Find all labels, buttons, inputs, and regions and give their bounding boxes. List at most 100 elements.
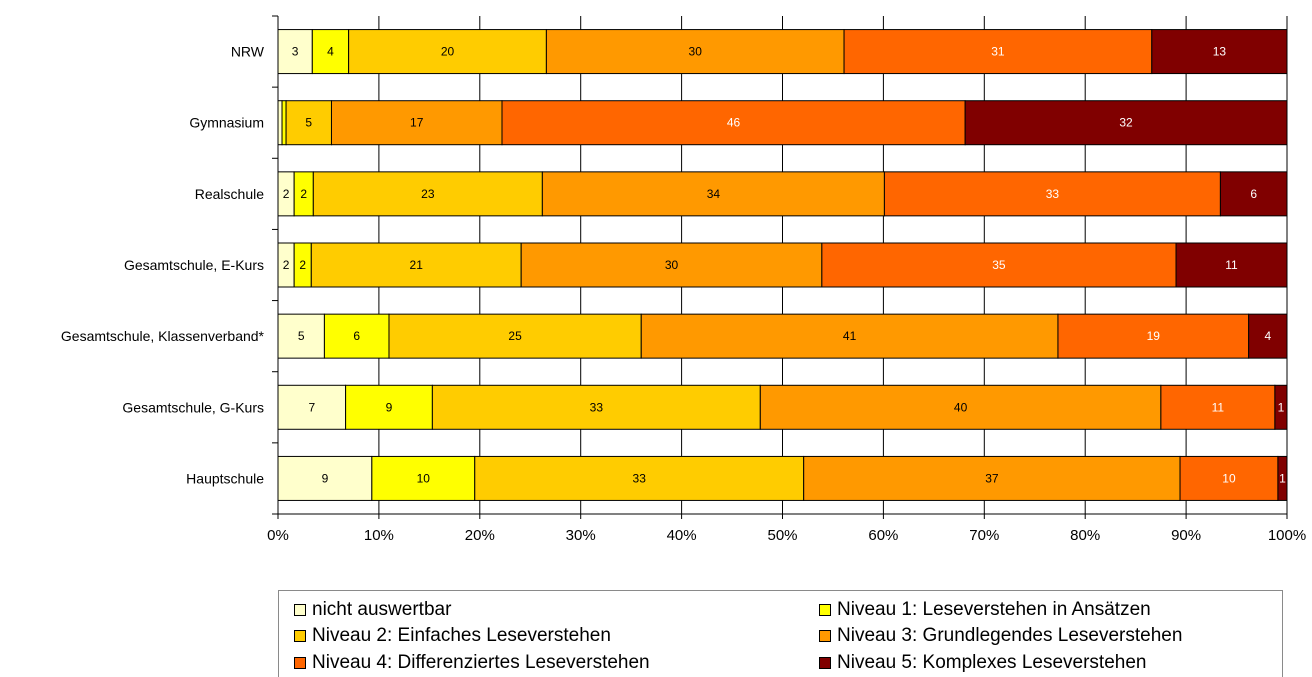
data-label: 11: [1212, 400, 1225, 414]
legend-label-niveau-5: Niveau 5: Komplexes Leseverstehen: [837, 652, 1147, 673]
bar-segment: [312, 171, 543, 217]
legend-item-niveau-3: Niveau 3: Grundlegendes Leseverstehen: [819, 625, 1182, 647]
data-label: 10: [417, 471, 431, 485]
data-label: 33: [1046, 187, 1060, 201]
data-label: 30: [665, 258, 679, 272]
x-tick-label: 70%: [969, 527, 999, 544]
bar-segment: [545, 29, 845, 75]
data-label: 13: [1213, 45, 1227, 59]
data-label: 33: [590, 400, 604, 414]
legend-item-niveau-4: Niveau 4: Differenziertes Leseverstehen: [294, 652, 650, 674]
data-label: 9: [386, 400, 393, 414]
data-label: 4: [1264, 329, 1271, 343]
legend-swatch-niveau-1: [819, 604, 831, 616]
legend-item-niveau-5: Niveau 5: Komplexes Leseverstehen: [819, 652, 1146, 674]
bar-segment: [1151, 29, 1288, 75]
category-label: Gesamtschule, E-Kurs: [124, 257, 264, 273]
legend-label-niveau-3: Niveau 3: Grundlegendes Leseverstehen: [837, 625, 1183, 646]
data-label: 6: [1250, 187, 1257, 201]
data-label: 1: [1278, 400, 1285, 414]
data-label: 6: [353, 329, 360, 343]
data-label: 19: [1147, 329, 1161, 343]
data-label: 2: [299, 258, 306, 272]
legend-label-nicht-auswertbar: nicht auswertbar: [312, 599, 452, 620]
bar-segment: [277, 455, 373, 501]
data-label: 1: [1279, 471, 1286, 485]
data-label: 25: [508, 329, 522, 343]
bar-segment: [1219, 171, 1288, 217]
data-label: 31: [991, 45, 1005, 59]
legend-item-nicht-auswertbar: nicht auswertbar: [294, 599, 451, 621]
data-label: 34: [707, 187, 721, 201]
x-tick-label: 40%: [667, 527, 697, 544]
data-label: 11: [1225, 258, 1238, 272]
legend-swatch-niveau-2: [294, 630, 306, 642]
legend-swatch-niveau-3: [819, 630, 831, 642]
bar-segments: 3 4 20 30 31 135 17 46 322 2 23 34 33 62 2 21 30 35 115 6 25…: [277, 29, 1288, 501]
legend-swatch-niveau-4: [294, 657, 306, 669]
data-label: 2: [283, 258, 290, 272]
stacked-bar-chart: 3 4 20 30 31 135 17 46 322 2 23 34 33 62 2 21 30 35 115 6 25…: [61, 15, 1306, 544]
legend-swatch-niveau-5: [819, 657, 831, 669]
bar-segment: [759, 384, 1162, 430]
x-tick-label: 50%: [767, 527, 797, 544]
x-tick-label: 0%: [267, 527, 289, 544]
bar-segment: [821, 242, 1177, 288]
bar-segment: [964, 100, 1288, 146]
bar-segment: [501, 100, 966, 146]
bar-segment: [1057, 313, 1250, 359]
x-tick-label: 60%: [868, 527, 898, 544]
bar-segment: [1248, 313, 1288, 359]
axes: [272, 15, 1288, 519]
data-label: 30: [689, 45, 703, 59]
bar-segment: [311, 29, 350, 75]
bar-segment: [883, 171, 1221, 217]
bar-segment: [1179, 455, 1279, 501]
data-label: 41: [843, 329, 857, 343]
bar-segment: [520, 242, 823, 288]
bar-segment: [1160, 384, 1276, 430]
bar-segment: [474, 455, 805, 501]
x-tick-label: 90%: [1171, 527, 1201, 544]
data-label: 20: [441, 45, 455, 59]
category-label: Hauptschule: [186, 470, 264, 486]
bar-segment: [345, 384, 433, 430]
legend: nicht auswertbar Niveau 1: Leseverstehen…: [278, 590, 1283, 677]
x-tick-label: 20%: [465, 527, 495, 544]
data-label: 46: [727, 116, 741, 130]
bar-segment: [1175, 242, 1288, 288]
legend-label-niveau-1: Niveau 1: Leseverstehen in Ansätzen: [837, 599, 1151, 620]
data-label: 9: [322, 471, 329, 485]
x-tick-label: 80%: [1070, 527, 1100, 544]
category-label: Gesamtschule, G-Kurs: [122, 399, 264, 415]
legend-item-niveau-2: Niveau 2: Einfaches Leseverstehen: [294, 625, 611, 647]
data-label: 40: [954, 400, 968, 414]
legend-label-niveau-4: Niveau 4: Differenziertes Leseverstehen: [312, 652, 650, 673]
x-tick-label: 100%: [1268, 527, 1306, 544]
legend-item-niveau-1: Niveau 1: Leseverstehen in Ansätzen: [819, 599, 1151, 621]
data-label: 17: [410, 116, 424, 130]
data-label: 32: [1119, 116, 1133, 130]
x-tick-label: 30%: [566, 527, 596, 544]
data-label: 37: [985, 471, 999, 485]
legend-label-niveau-2: Niveau 2: Einfaches Leseverstehen: [312, 625, 611, 646]
bar-segment: [310, 242, 522, 288]
data-label: 4: [327, 45, 334, 59]
category-label: Gesamtschule, Klassenverband*: [61, 328, 265, 344]
data-label: 2: [283, 187, 290, 201]
bar-segment: [281, 100, 287, 146]
data-label: 21: [410, 258, 424, 272]
bar-segment: [277, 384, 347, 430]
bar-segment: [330, 100, 503, 146]
data-label: 5: [305, 116, 312, 130]
data-label: 33: [633, 471, 647, 485]
category-label: NRW: [231, 44, 265, 60]
bar-segment: [541, 171, 885, 217]
bar-segment: [843, 29, 1153, 75]
data-label: 35: [992, 258, 1006, 272]
bar-segment: [431, 384, 761, 430]
bar-segment: [285, 100, 332, 146]
bar-segment: [388, 313, 642, 359]
bar-segment: [640, 313, 1059, 359]
data-label: 3: [292, 45, 299, 59]
